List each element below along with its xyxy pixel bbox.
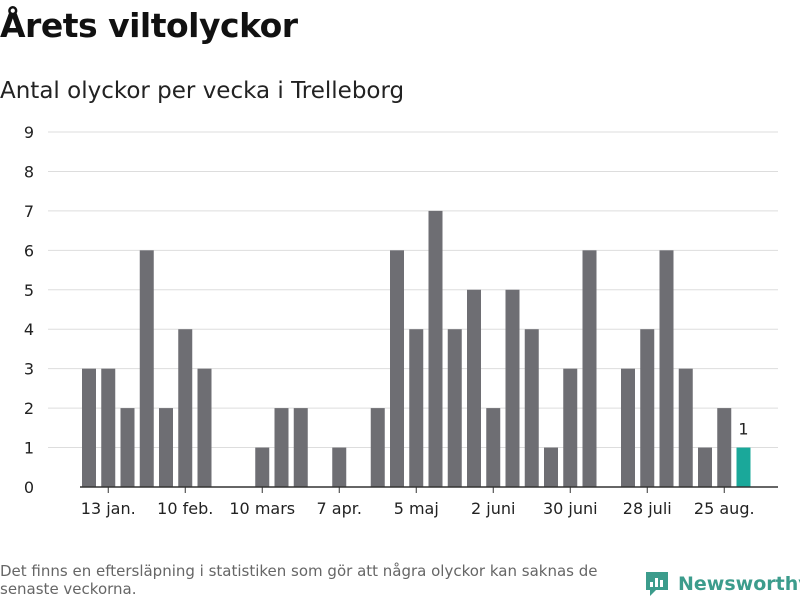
bar: [293, 408, 308, 487]
y-tick-label: 0: [24, 478, 34, 497]
data-label: 1: [738, 420, 748, 439]
footnote: Det finns en eftersläpning i statistiken…: [0, 562, 598, 598]
bar: [428, 210, 443, 487]
bar: [505, 289, 520, 487]
bar: [621, 368, 635, 487]
bar: [582, 250, 597, 487]
bar: [139, 250, 154, 487]
bar: [178, 329, 193, 487]
y-tick-label: 4: [24, 320, 34, 339]
highlight-bar: [736, 447, 751, 487]
x-tick-label: 10 mars: [229, 499, 295, 518]
y-tick-label: 7: [24, 202, 34, 221]
bar: [101, 368, 116, 487]
bar: [544, 447, 558, 487]
y-tick-label: 3: [24, 360, 34, 379]
bar: [370, 408, 385, 487]
bar: [563, 368, 578, 487]
chart-title: Årets viltolyckor: [0, 6, 298, 45]
bar: [640, 329, 655, 487]
x-tick-label: 25 aug.: [694, 499, 755, 518]
bar: [467, 289, 481, 487]
bar: [197, 368, 212, 487]
bar: [698, 447, 712, 487]
bar: [678, 368, 693, 487]
bar: [274, 408, 289, 487]
bar: [409, 329, 424, 487]
newsworthy-logo[interactable]: Newsworthy: [644, 570, 800, 598]
y-tick-label: 8: [24, 162, 34, 181]
bar: [524, 329, 539, 487]
bar-chart: 0 1 2 3 4 5 6 7 8 9 1 13 jan. 10 feb. 10 mars 7 apr. 5 …: [24, 123, 778, 518]
x-tick-label: 28 juli: [623, 499, 672, 518]
x-tick-label: 13 jan.: [81, 499, 136, 518]
bar: [255, 447, 270, 487]
y-tick-label: 5: [24, 281, 34, 300]
bar: [82, 368, 96, 487]
chat-bubble-bar-chart-icon: [646, 572, 668, 596]
x-tick-label: 10 feb.: [157, 499, 213, 518]
bar: [486, 408, 501, 487]
y-tick-label: 1: [24, 439, 34, 458]
bar: [159, 408, 173, 487]
x-tick-label: 30 juni: [543, 499, 598, 518]
x-tick-label: 5 maj: [394, 499, 439, 518]
bar: [332, 447, 347, 487]
y-tick-label: 6: [24, 241, 34, 260]
y-tick-label: 9: [24, 123, 34, 142]
chart-subtitle: Antal olyckor per vecka i Trelleborg: [0, 78, 405, 104]
bar: [659, 250, 674, 487]
bar: [120, 408, 135, 487]
x-tick-label: 2 juni: [471, 499, 515, 518]
bar: [447, 329, 462, 487]
y-tick-label: 2: [24, 399, 34, 418]
bar: [390, 250, 404, 487]
x-tick-label: 7 apr.: [317, 499, 362, 518]
bar: [717, 408, 732, 487]
brand-name: Newsworthy: [678, 573, 800, 595]
